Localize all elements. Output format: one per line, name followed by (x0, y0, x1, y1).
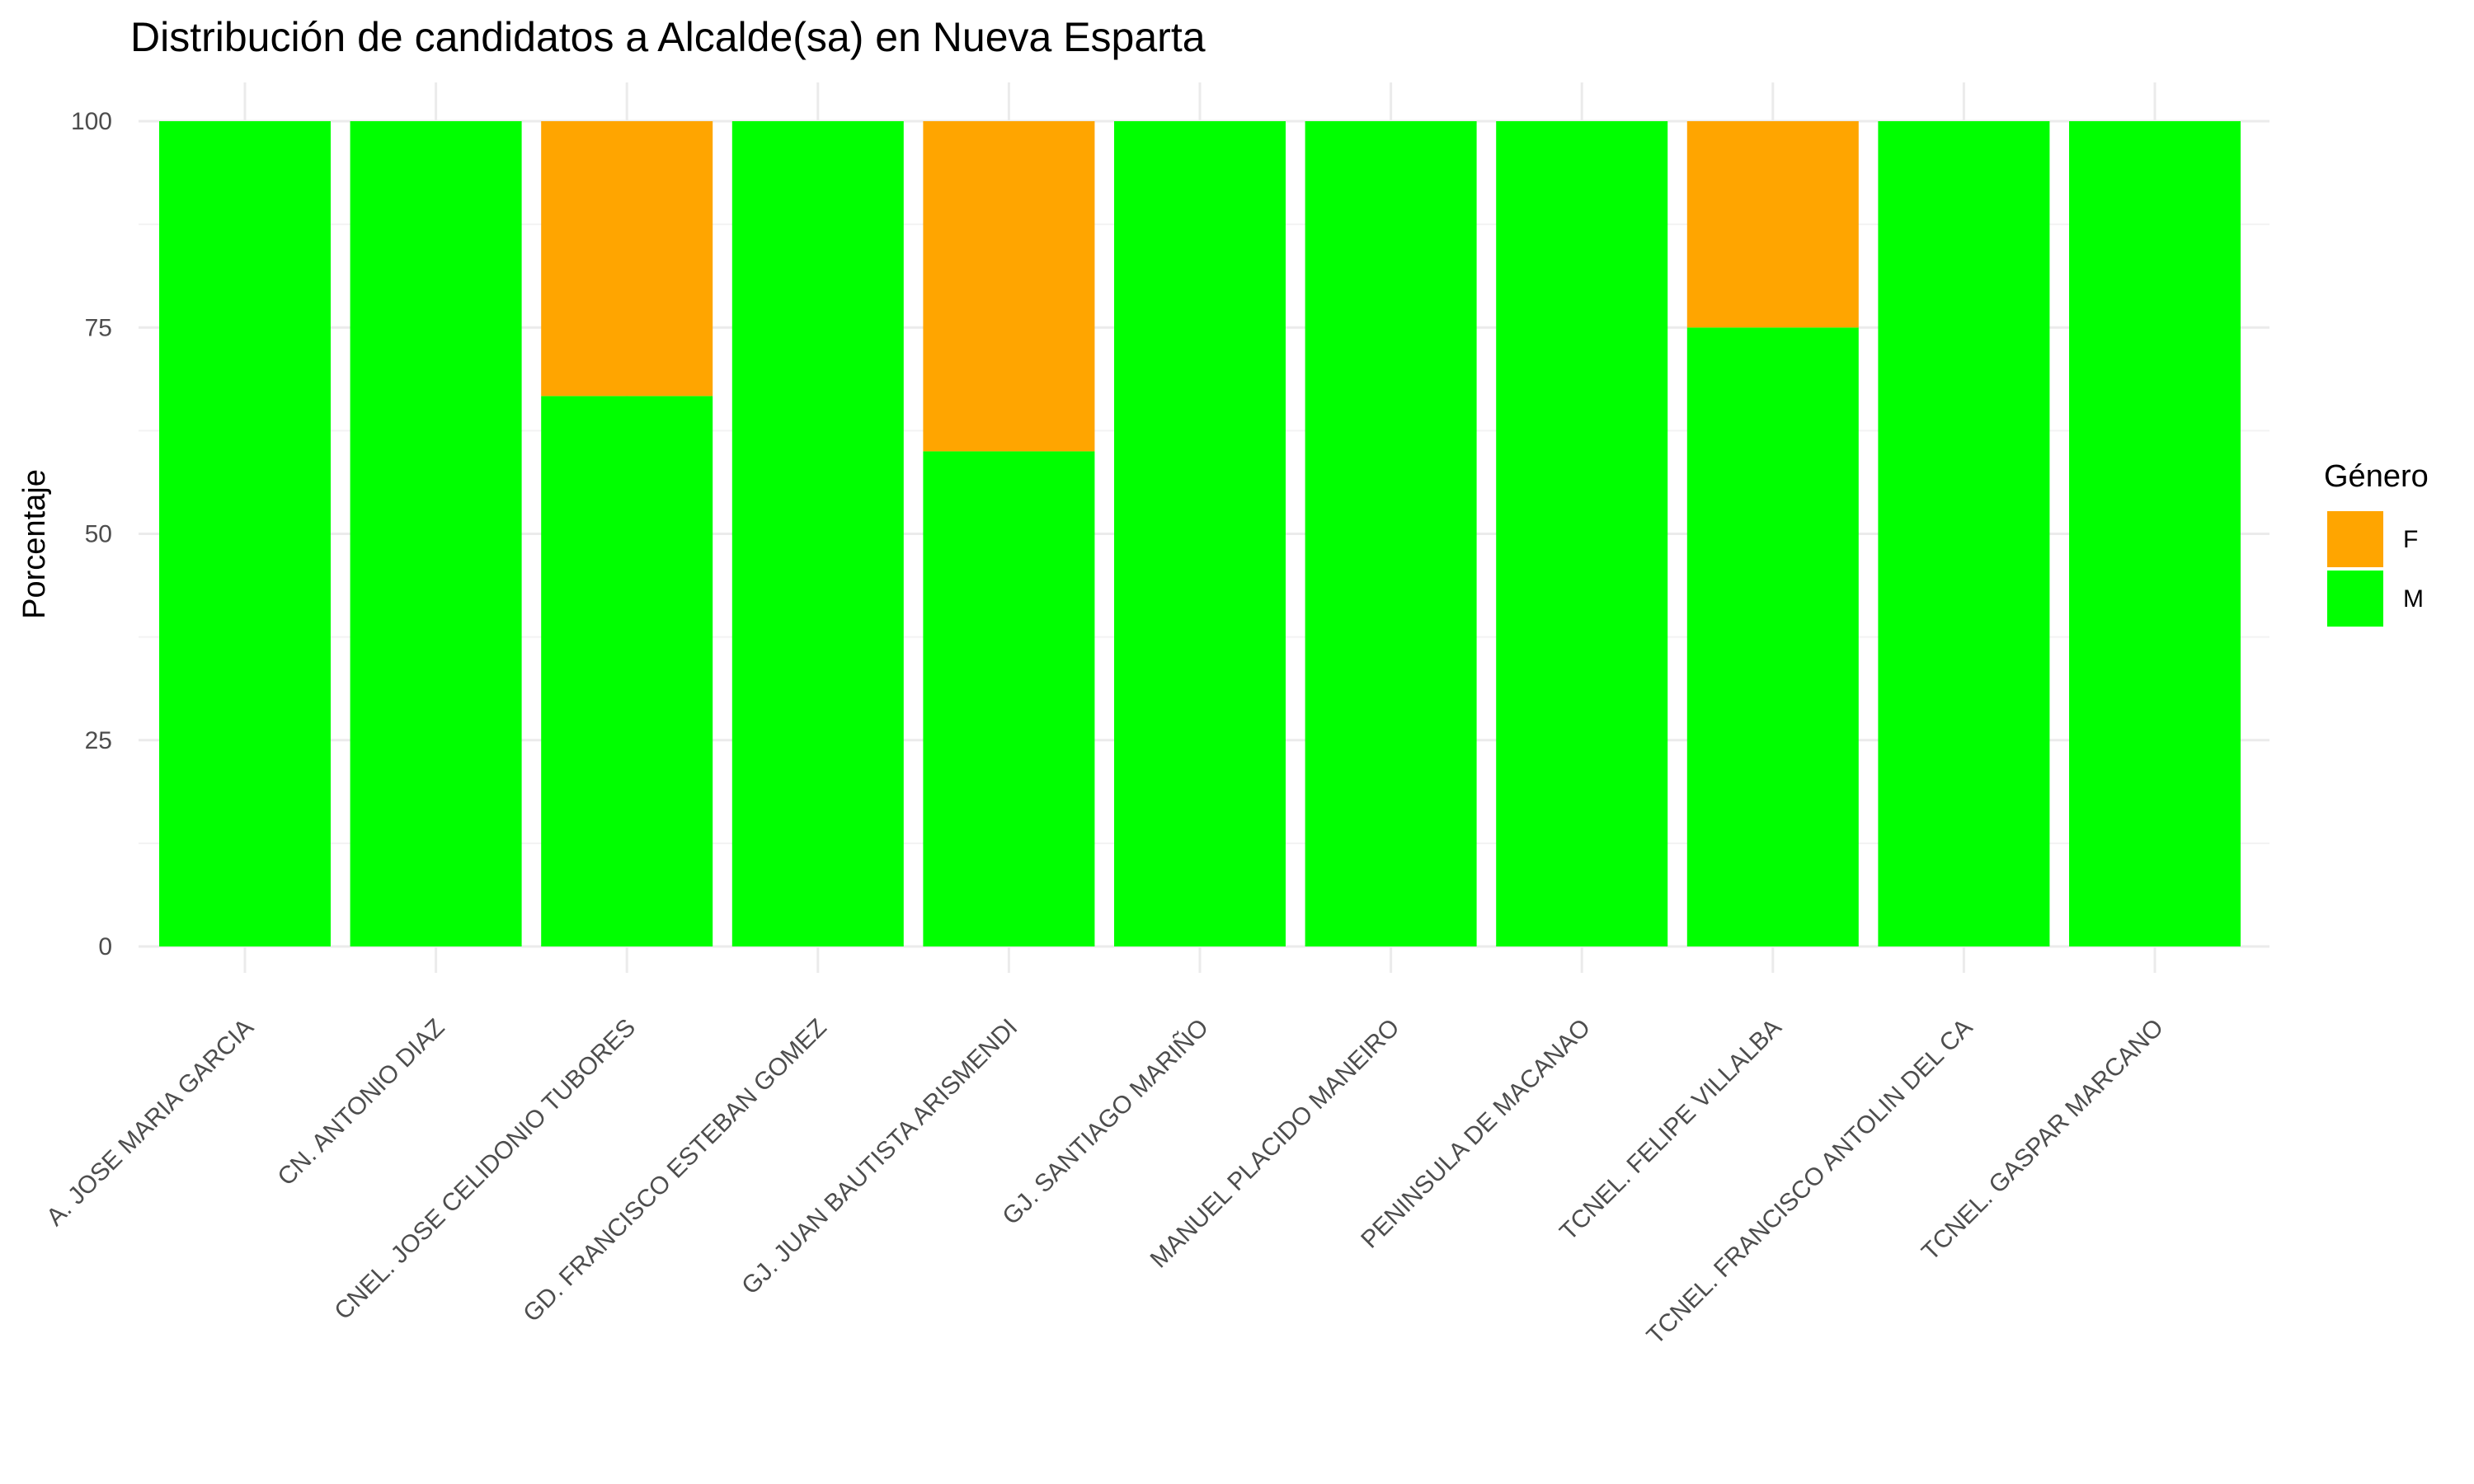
bars (159, 121, 2241, 946)
legend-key-M (2327, 571, 2383, 627)
bar-F-2 (541, 121, 713, 397)
x-tick-label: CN. ANTONIO DIAZ (272, 1014, 449, 1191)
y-tick-label: 25 (85, 727, 112, 754)
x-tick-label: CNEL. JOSE CELIDONIO TUBORES (329, 1014, 641, 1326)
legend-entries: FM (2327, 511, 2424, 627)
chart-title: Distribución de candidatos a Alcalde(sa)… (130, 14, 1206, 60)
y-axis-ticks: 0 25 50 75 100 (71, 108, 112, 960)
x-tick-label: A. JOSE MARIA GARCIA (41, 1014, 259, 1232)
bar-F-4 (923, 121, 1095, 452)
legend-label-M: M (2403, 585, 2424, 613)
bar-M-0 (159, 121, 331, 946)
bar-M-10 (2069, 121, 2241, 946)
x-tick-label: GD. FRANCISCO ESTEBAN GOMEZ (518, 1014, 831, 1327)
bar-M-9 (1878, 121, 2050, 946)
legend-label-F: F (2403, 526, 2418, 553)
x-tick-label: TCNEL. FRANCISCO ANTOLIN DEL CA (1642, 1014, 1978, 1350)
x-tick-label: PENINSULA DE MACANAO (1356, 1014, 1596, 1254)
bar-M-7 (1496, 121, 1668, 946)
bar-M-4 (923, 451, 1095, 946)
y-tick-label: 100 (71, 108, 112, 135)
y-tick-label: 50 (85, 521, 112, 548)
bar-M-8 (1686, 327, 1859, 946)
bar-M-1 (350, 121, 522, 946)
y-tick-label: 75 (85, 314, 112, 341)
y-tick-label: 0 (98, 933, 112, 960)
bar-M-3 (731, 121, 904, 946)
bar-M-6 (1305, 121, 1477, 946)
x-axis-ticks: A. JOSE MARIA GARCIA CN. ANTONIO DIAZCNEL… (41, 1013, 2169, 1350)
bar-M-5 (1114, 121, 1286, 946)
legend-title: Género (2324, 459, 2429, 494)
legend: Género FM (2324, 459, 2429, 627)
bar-F-8 (1686, 121, 1859, 328)
y-axis-title: Porcentaje (17, 469, 52, 619)
bar-M-2 (541, 396, 713, 946)
legend-key-F (2327, 511, 2383, 567)
x-tick-label: TCNEL. FELIPE VILLALBA (1554, 1014, 1787, 1247)
x-tick-label: GJ. SANTIAGO MARIÑO (997, 1013, 1214, 1230)
